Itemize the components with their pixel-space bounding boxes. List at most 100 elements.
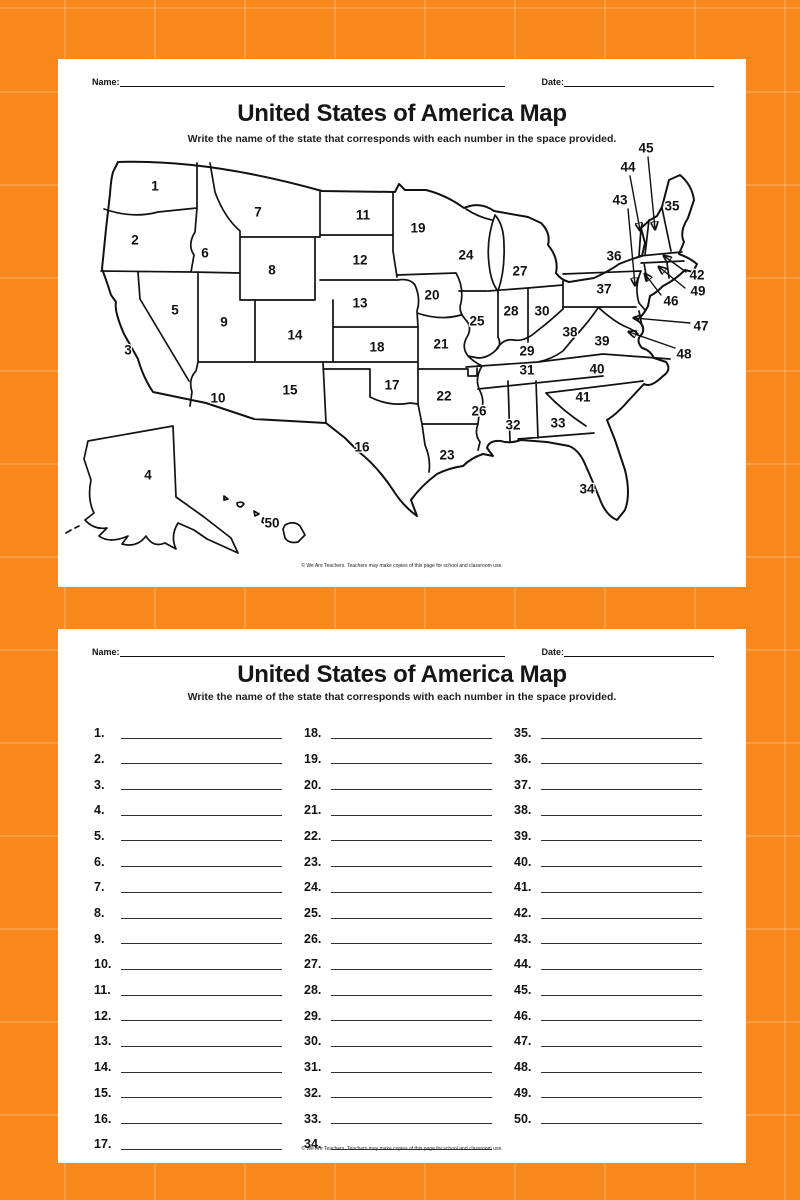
- answer-row: 28.: [304, 975, 506, 1001]
- answer-row: 49.: [514, 1078, 716, 1104]
- state-number-34: 34: [579, 482, 595, 497]
- answer-blank-line: [541, 1123, 702, 1124]
- answer-row: 46.: [514, 1001, 716, 1027]
- answer-row: 21.: [304, 795, 506, 821]
- state-number-23: 23: [439, 448, 455, 463]
- answer-blank-line: [541, 737, 702, 739]
- answer-blank-line: [541, 968, 702, 970]
- state-number-3: 3: [124, 343, 132, 358]
- answer-number: 19.: [304, 751, 322, 766]
- answer-number: 3.: [94, 777, 105, 792]
- answer-blank-line: [121, 1071, 282, 1073]
- state-number-18: 18: [369, 340, 385, 355]
- answer-row: 29.: [304, 1001, 506, 1027]
- state-number-31: 31: [519, 363, 535, 378]
- answer-blank-line: [121, 1148, 282, 1150]
- state-number-11: 11: [356, 208, 371, 223]
- date-blank-line: [564, 75, 714, 87]
- answer-number: 30.: [304, 1034, 322, 1049]
- callout-arrow: [659, 267, 686, 289]
- answer-row: 24.: [304, 872, 506, 898]
- state-number-16: 16: [354, 440, 370, 455]
- state-number-10: 10: [210, 391, 225, 406]
- answer-number: 21.: [304, 803, 322, 818]
- answer-number: 29.: [304, 1008, 322, 1023]
- state-number-13: 13: [352, 296, 368, 311]
- answer-row: 41.: [514, 872, 716, 898]
- answer-number: 43.: [514, 931, 532, 946]
- answer-blank-line: [121, 968, 282, 970]
- hawaii-islands: [223, 495, 306, 544]
- answer-row: 22.: [304, 821, 506, 847]
- answer-blank-line: [331, 814, 492, 816]
- date-label: Date:: [541, 647, 564, 657]
- answer-number: 46.: [514, 1008, 532, 1023]
- answer-blank-line: [331, 1071, 492, 1073]
- state-number-26: 26: [471, 404, 487, 419]
- answer-blank-line: [331, 1097, 492, 1099]
- answer-row: 44.: [514, 949, 716, 975]
- answer-row: 14.: [94, 1052, 296, 1078]
- answer-number: 37.: [514, 777, 532, 792]
- answer-number: 40.: [514, 854, 532, 869]
- answer-number: 47.: [514, 1034, 532, 1049]
- answer-row: 4.: [94, 795, 296, 821]
- answer-row: 40.: [514, 846, 716, 872]
- callout-arrow: [645, 274, 662, 296]
- answer-row: 47.: [514, 1026, 716, 1052]
- answer-number: 4.: [94, 803, 105, 818]
- answer-number: 5.: [94, 828, 105, 843]
- answer-number: 9.: [94, 931, 105, 946]
- answer-row: 20.: [304, 769, 506, 795]
- state-number-25: 25: [469, 314, 485, 329]
- state-number-38: 38: [562, 325, 578, 340]
- copyright-footer: © We Are Teachers. Teachers may make cop…: [301, 1146, 503, 1152]
- state-number-30: 30: [534, 304, 549, 319]
- date-blank-line: [564, 645, 714, 657]
- answer-number: 34.: [304, 1137, 322, 1152]
- answer-row: 1.: [94, 718, 296, 744]
- state-number-36: 36: [606, 249, 622, 264]
- answer-row: 42.: [514, 898, 716, 924]
- state-number-42: 42: [689, 268, 704, 283]
- answer-number: 39.: [514, 828, 532, 843]
- name-date-row: Name: Date:: [58, 59, 746, 87]
- page-instructions: Write the name of the state that corresp…: [187, 133, 617, 145]
- us-states-map: 1234567891011121314151617181920212223242…: [65, 139, 710, 554]
- answer-number: 24.: [304, 880, 322, 895]
- state-number-47: 47: [693, 319, 708, 334]
- answer-blank-line: [331, 1020, 492, 1022]
- alaska-outline: [65, 425, 239, 554]
- answer-number: 11.: [94, 983, 111, 998]
- answer-blank-line: [121, 917, 282, 919]
- answer-blank-line: [121, 840, 282, 842]
- answer-row: 26.: [304, 924, 506, 950]
- answer-row: 5.: [94, 821, 296, 847]
- state-number-22: 22: [436, 389, 451, 404]
- callout-arrow: [629, 175, 640, 230]
- date-label: Date:: [541, 77, 564, 87]
- state-number-45: 45: [638, 141, 654, 156]
- answer-row: 12.: [94, 1001, 296, 1027]
- state-number-41: 41: [575, 390, 591, 405]
- answer-row: 15.: [94, 1078, 296, 1104]
- answer-number: 1.: [94, 726, 105, 741]
- answer-number: 45.: [514, 983, 532, 998]
- state-number-35: 35: [664, 199, 680, 214]
- answer-row: 48.: [514, 1052, 716, 1078]
- answer-blank-line: [331, 763, 492, 765]
- answer-row: 36.: [514, 744, 716, 770]
- answer-blank-line: [121, 1097, 282, 1099]
- state-number-46: 46: [663, 294, 679, 309]
- answer-blank-line: [121, 994, 282, 996]
- answer-blank-line: [541, 1045, 702, 1047]
- state-number-8: 8: [268, 263, 276, 278]
- answer-blank-line: [121, 737, 282, 739]
- answer-row: 11.: [94, 975, 296, 1001]
- answer-row: 50.: [514, 1103, 716, 1129]
- state-number-19: 19: [410, 221, 425, 236]
- state-number-9: 9: [220, 315, 228, 330]
- answer-row: 38.: [514, 795, 716, 821]
- answer-blank-line: [121, 814, 282, 816]
- answer-number: 14.: [94, 1060, 112, 1075]
